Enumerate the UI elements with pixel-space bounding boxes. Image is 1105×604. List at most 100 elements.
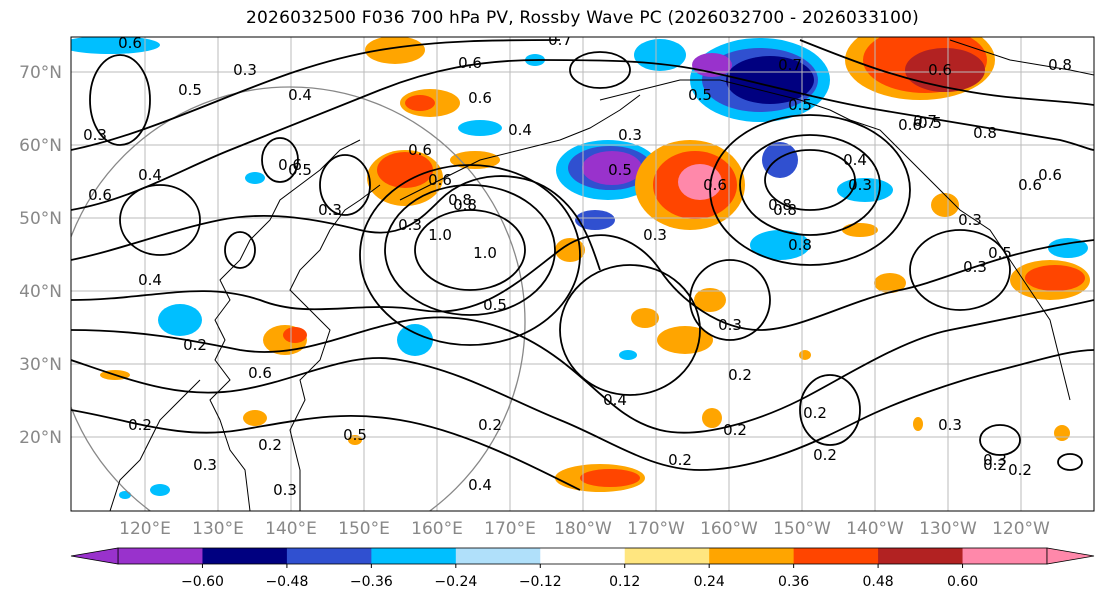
lon-label-170e: 170°E	[484, 519, 536, 539]
colorbar-label: 0.12	[609, 574, 640, 590]
lon-label-130w: 130°W	[919, 519, 977, 539]
contour-label: 0.8	[973, 124, 997, 142]
contour-label: 0.5	[483, 296, 507, 314]
contour-label: 0.3	[848, 176, 872, 194]
contour-label: 0.4	[288, 86, 312, 104]
contour-label: 0.6	[408, 141, 432, 159]
contour-label: 0.8	[1048, 56, 1072, 74]
colorbar-labels: −0.60 −0.48 −0.36 −0.24 −0.12 0.12 0.24 0.36 0.4…	[181, 574, 978, 590]
contour-label: 0.4	[138, 166, 162, 184]
colorbar-swatch	[118, 548, 203, 564]
contour-label: 0.6	[468, 89, 492, 107]
colorbar-swatch	[455, 548, 541, 564]
colorbar-swatch	[709, 548, 795, 564]
lon-label-140e: 140°E	[265, 519, 317, 539]
contour-label: 0.2	[803, 404, 827, 422]
lon-label-160w: 160°W	[700, 519, 758, 539]
contour-label: 0.6	[248, 364, 272, 382]
contour-label: 0.3	[958, 211, 982, 229]
colorbar-label: −0.60	[181, 574, 224, 590]
contour-label: 0.3	[963, 258, 987, 276]
contour-labels: 0.60.70.60.30.50.70.50.40.60.40.30.50.50…	[83, 31, 1072, 499]
colorbar-swatches	[117, 547, 1048, 565]
latitude-labels: 70°N 60°N 50°N 40°N 30°N 20°N	[19, 63, 62, 448]
contour-label: 0.2	[258, 436, 282, 454]
contour-label: 0.5	[608, 161, 632, 179]
lon-label-140w: 140°W	[846, 519, 904, 539]
contour-label: 0.3	[233, 61, 257, 79]
contour-label: 0.5	[178, 81, 202, 99]
contour-label: 0.5	[343, 426, 367, 444]
lon-label-150w: 150°W	[773, 519, 831, 539]
lat-label-70: 70°N	[19, 63, 62, 83]
map-frame	[70, 36, 1095, 512]
colorbar-swatch	[962, 548, 1048, 564]
lon-label-120e: 120°E	[119, 519, 171, 539]
colorbar-label: −0.36	[350, 574, 393, 590]
contour-label: 0.7	[913, 112, 937, 130]
contour-label: 0.3	[718, 316, 742, 334]
contour-label: 0.8	[768, 196, 792, 214]
contour-label: 0.6	[88, 186, 112, 204]
lon-label-180w: 180°W	[554, 519, 612, 539]
colorbar-swatch	[793, 548, 879, 564]
contour-label: 0.7	[778, 56, 802, 74]
contour-label: 0.5	[288, 161, 312, 179]
contour-label: 0.6	[458, 54, 482, 72]
contour-label: 0.5	[918, 114, 942, 132]
contour-label: 0.6	[278, 156, 302, 174]
contour-label: 0.3	[618, 126, 642, 144]
contour-label: 0.6	[118, 34, 142, 52]
contour-label: 0.3	[643, 226, 667, 244]
contour-label: 0.2	[478, 416, 502, 434]
contour-label: 0.2	[723, 421, 747, 439]
contour-label: 1.0	[473, 244, 497, 262]
contour-label: 0.4	[603, 391, 627, 409]
contour-label: 0.6	[928, 61, 952, 79]
map-title: 2026032500 F036 700 hPa PV, Rossby Wave …	[246, 8, 919, 28]
contour-label: 0.6	[703, 176, 727, 194]
contour-label: 0.2	[983, 456, 1007, 474]
contour-label: 0.2	[668, 451, 692, 469]
colorbar-label: 0.36	[778, 574, 809, 590]
contour-label: 0.8	[773, 201, 797, 219]
contour-label: 0.2	[183, 336, 207, 354]
contour-label: 0.3	[83, 126, 107, 144]
graticule	[71, 37, 1094, 511]
colorbar: −0.60 −0.48 −0.36 −0.24 −0.12 0.12 0.24 0.36 0.4…	[70, 547, 1095, 590]
contour-label: 0.4	[843, 151, 867, 169]
contour-label: 0.2	[1008, 461, 1032, 479]
contour-label: 1.0	[428, 226, 452, 244]
lat-label-20: 20°N	[19, 428, 62, 448]
contour-label: 0.3	[938, 416, 962, 434]
contour-label: 0.8	[453, 196, 477, 214]
colorbar-swatch	[540, 548, 626, 564]
lon-label-120w: 120°W	[992, 519, 1050, 539]
contour-label: 0.8	[788, 236, 812, 254]
colorbar-label: 0.24	[694, 574, 725, 590]
contour-label: 0.6	[1018, 176, 1042, 194]
contour-label: 0.3	[398, 216, 422, 234]
pv-contours	[71, 39, 1094, 491]
lat-label-60: 60°N	[19, 136, 62, 156]
lat-label-50: 50°N	[19, 209, 62, 229]
colorbar-label: −0.24	[434, 574, 477, 590]
contour-label: 0.8	[448, 191, 472, 209]
map-area: 0.60.70.60.30.50.70.50.40.60.40.30.50.50…	[71, 31, 1094, 511]
lon-label-170w: 170°W	[627, 519, 685, 539]
colorbar-swatch	[202, 548, 288, 564]
contour-label: 0.2	[728, 366, 752, 384]
colorbar-ticks	[201, 564, 964, 568]
colorbar-over-arrow	[1046, 547, 1095, 565]
colorbar-swatch	[878, 548, 964, 564]
contour-label: 0.3	[273, 481, 297, 499]
range-circle	[71, 86, 526, 511]
contour-label: 0.6	[428, 171, 452, 189]
contour-label: 0.3	[983, 451, 1007, 469]
contour-label: 0.3	[318, 201, 342, 219]
contour-label: 0.7	[548, 31, 572, 49]
colorbar-swatch	[624, 548, 710, 564]
contour-label: 0.3	[193, 456, 217, 474]
contour-label: 0.4	[468, 476, 492, 494]
